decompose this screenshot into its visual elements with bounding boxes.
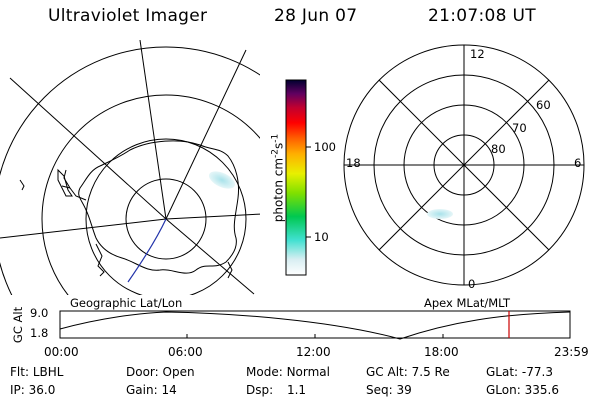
- time-tick-1800: 18:00: [424, 345, 459, 359]
- colorbar-unit-label: photon cm-2s-1: [270, 133, 286, 223]
- geographic-map: [0, 40, 260, 295]
- status-ip: IP: 36.0: [10, 383, 56, 397]
- status-seq: Seq: 39: [366, 383, 412, 397]
- mlat-label-70: 70: [512, 121, 527, 135]
- antarctica-coastline: [78, 140, 239, 274]
- status-dsp: Dsp: 1.1: [246, 383, 307, 397]
- mlt-label-0: 0: [468, 277, 476, 291]
- south-america-tip: [19, 168, 73, 197]
- time-tick-2359: 23:59: [554, 345, 589, 359]
- observation-date: 28 Jun 07: [274, 6, 358, 26]
- time-tick-1200: 12:00: [296, 345, 331, 359]
- meridian-lines: [0, 40, 260, 295]
- coast-fragment: [95, 243, 233, 279]
- mlt-label-18: 18: [346, 156, 361, 170]
- status-flt: Flt: LBHL: [10, 365, 64, 379]
- mlt-label-6: 6: [574, 156, 582, 170]
- aurora-emission-right: [427, 209, 453, 219]
- satellite-track: [127, 218, 167, 283]
- observation-time: 21:07:08 UT: [428, 6, 536, 26]
- gc-alt-y-top: 9.0: [30, 306, 49, 320]
- mlat-label-80: 80: [491, 142, 506, 156]
- aurora-emission-left: [208, 171, 236, 189]
- gc-alt-axis-label: GC Alt: [11, 306, 25, 344]
- status-door: Door: Open: [126, 365, 195, 379]
- status-gc-alt: GC Alt: 7.5 Re: [366, 365, 450, 379]
- status-mode: Mode: Normal: [246, 365, 330, 379]
- mlt-label-12: 12: [470, 47, 485, 61]
- color-scale-bar: [285, 79, 311, 276]
- time-tick-0000: 00:00: [44, 345, 79, 359]
- status-gain: Gain: 14: [126, 383, 177, 397]
- status-glon: GLon: 335.6: [486, 383, 559, 397]
- apex-panel-label: Apex MLat/MLT: [424, 296, 511, 310]
- latitude-circles: [0, 46, 260, 295]
- instrument-title: Ultraviolet Imager: [48, 6, 208, 26]
- gc-alt-strip: [59, 310, 571, 340]
- time-tick-0600: 06:00: [168, 345, 203, 359]
- gc-alt-y-bottom: 1.8: [30, 326, 49, 340]
- colorbar-tick-100: 100: [314, 140, 336, 154]
- polar-plot: [343, 44, 585, 286]
- colorbar-tick-10: 10: [314, 230, 329, 244]
- geographic-panel-label: Geographic Lat/Lon: [70, 296, 183, 310]
- status-glat: GLat: -77.3: [486, 365, 553, 379]
- mlat-label-60: 60: [536, 98, 551, 112]
- gc-alt-curve: [59, 311, 571, 340]
- antarctic-peninsula: [61, 169, 87, 201]
